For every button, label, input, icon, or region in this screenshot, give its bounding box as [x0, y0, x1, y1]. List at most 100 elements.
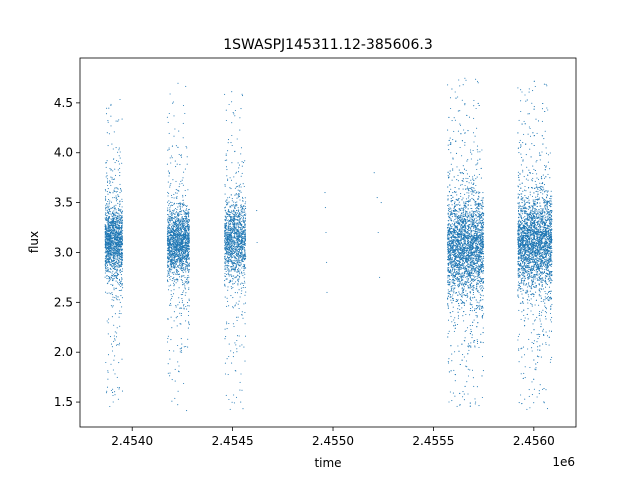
data-point [227, 216, 228, 217]
data-point [167, 236, 168, 237]
data-point [112, 279, 113, 280]
data-point [231, 243, 232, 244]
data-point [229, 252, 230, 253]
data-point [112, 182, 113, 183]
data-point [173, 136, 174, 137]
data-point [186, 247, 187, 248]
data-point [116, 345, 117, 346]
data-point [108, 212, 109, 213]
data-point [105, 207, 106, 208]
data-point [179, 154, 180, 155]
data-point [232, 402, 233, 403]
data-point [111, 224, 112, 225]
data-point [113, 261, 114, 262]
data-point [112, 177, 113, 178]
data-point [231, 135, 232, 136]
data-point [187, 234, 188, 235]
data-point [116, 226, 117, 227]
data-point [114, 242, 115, 243]
data-point [226, 246, 227, 247]
data-point [182, 282, 183, 283]
data-point [177, 280, 178, 281]
data-point [185, 86, 186, 87]
data-point [176, 229, 177, 230]
data-point [110, 251, 111, 252]
data-point [225, 269, 226, 270]
data-point [230, 226, 231, 227]
data-point [112, 241, 113, 242]
data-point [180, 243, 181, 244]
data-point [119, 317, 120, 318]
data-point [179, 240, 180, 241]
data-point [188, 256, 189, 257]
data-point [171, 327, 172, 328]
data-point [119, 265, 120, 266]
data-point [245, 237, 246, 238]
data-point [118, 225, 119, 226]
data-point [185, 227, 186, 228]
data-point [236, 302, 237, 303]
data-point [114, 236, 115, 237]
data-point [112, 285, 113, 286]
data-point [234, 244, 235, 245]
data-point [111, 249, 112, 250]
data-point [109, 216, 110, 217]
data-point [113, 237, 114, 238]
data-point [108, 108, 109, 109]
data-point [235, 304, 236, 305]
data-point [177, 250, 178, 251]
data-point [227, 298, 228, 299]
data-point [176, 225, 177, 226]
data-point [170, 303, 171, 304]
data-point [185, 261, 186, 262]
data-point [109, 259, 110, 260]
data-point [109, 292, 110, 293]
data-point [185, 252, 186, 253]
data-point [173, 204, 174, 205]
data-point [181, 275, 182, 276]
data-point [188, 259, 189, 260]
data-point [238, 207, 239, 208]
data-point [239, 289, 240, 290]
data-point [171, 226, 172, 227]
data-point [187, 211, 188, 212]
data-point [167, 164, 168, 165]
data-point [114, 253, 115, 254]
data-point [109, 244, 110, 245]
data-point [241, 239, 242, 240]
data-point [234, 223, 235, 224]
data-point [168, 122, 169, 123]
data-point [231, 240, 232, 241]
data-point [183, 275, 184, 276]
data-point [228, 261, 229, 262]
data-point [170, 285, 171, 286]
data-point [175, 161, 176, 162]
data-point [106, 162, 107, 163]
data-point [230, 206, 231, 207]
data-point [185, 282, 186, 283]
data-point [113, 300, 114, 301]
data-point [109, 271, 110, 272]
data-point [185, 320, 186, 321]
data-point [106, 215, 107, 216]
data-point [179, 313, 180, 314]
data-point [120, 188, 121, 189]
data-point [237, 292, 238, 293]
data-point [105, 209, 106, 210]
data-point [183, 219, 184, 220]
data-point [187, 250, 188, 251]
data-point [237, 216, 238, 217]
data-point [108, 244, 109, 245]
data-point [189, 249, 190, 250]
data-point [184, 270, 185, 271]
data-point [167, 265, 168, 266]
data-point [227, 257, 228, 258]
data-point [232, 297, 233, 298]
data-point [227, 254, 228, 255]
data-point [117, 282, 118, 283]
data-point [235, 173, 236, 174]
data-point [236, 198, 237, 199]
data-point [105, 224, 106, 225]
data-point [112, 294, 113, 295]
data-point [230, 233, 231, 234]
